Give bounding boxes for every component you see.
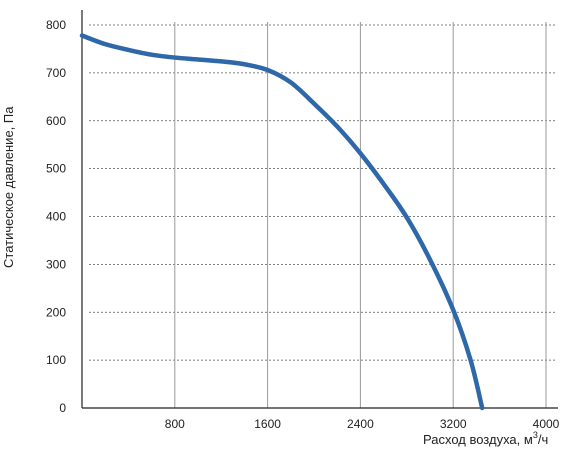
axis-ticks: 0 100 200 300 400 500 600 700 800 800 1600 2400 3200… (46, 18, 560, 431)
y-axis-title: Статическое давление, Па (1, 106, 16, 268)
x-axis-title-superscript: 3 (533, 430, 538, 440)
grid (89, 22, 556, 408)
y-tick-label: 600 (46, 114, 66, 128)
x-tick-label: 1600 (254, 417, 281, 431)
y-tick-label: 200 (46, 305, 66, 319)
y-tick-label: 100 (46, 353, 66, 367)
plot-area (79, 33, 485, 411)
x-axis-title: Расход воздуха, м3/ч (423, 430, 548, 447)
y-tick-label: 700 (46, 66, 66, 80)
x-tick-label: 800 (165, 417, 185, 431)
y-tick-label: 300 (46, 257, 66, 271)
x-axis-title-main: Расход воздуха, м (423, 432, 533, 447)
x-tick-label: 2400 (347, 417, 374, 431)
y-tick-label: 0 (59, 401, 66, 415)
y-tick-label: 800 (46, 18, 66, 32)
y-tick-label: 400 (46, 210, 66, 224)
x-axis-title-tail: /ч (538, 432, 548, 447)
y-tick-label: 500 (46, 162, 66, 176)
x-tick-label: 3200 (440, 417, 467, 431)
x-tick-label: 4000 (533, 417, 560, 431)
series-line (79, 33, 485, 411)
